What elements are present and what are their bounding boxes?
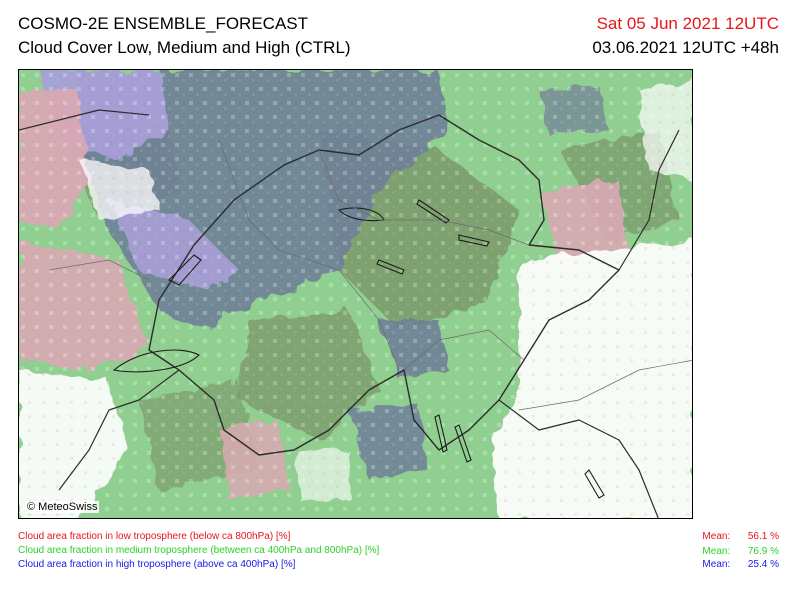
- country-border: [58, 369, 180, 491]
- country-border: [618, 129, 680, 271]
- map-title: COSMO-2E ENSEMBLE_FORECAST: [18, 14, 309, 33]
- lake-outline: [458, 234, 490, 247]
- mean-label: Mean:: [702, 546, 731, 557]
- mean-low-cloud: Mean: 56.1 %: [702, 531, 779, 542]
- init-time: 03.06.2021 12UTC +48h: [592, 38, 779, 57]
- map-subtitle: Cloud Cover Low, Medium and High (CTRL): [18, 38, 351, 57]
- lake-outline: [434, 414, 448, 453]
- regional-border: [218, 139, 400, 371]
- mean-label: Mean:: [702, 531, 731, 542]
- mean-label: Mean:: [702, 559, 731, 570]
- regional-border: [48, 259, 150, 281]
- map-canvas: [19, 70, 692, 518]
- lake-outline: [454, 424, 472, 463]
- country-border: [19, 109, 150, 131]
- speckle-texture: [19, 70, 692, 518]
- regional-border: [403, 329, 525, 371]
- lake-outline: [584, 469, 605, 499]
- valid-time: Sat 05 Jun 2021 12UTC: [596, 14, 779, 33]
- legend-high-cloud: Cloud area fraction in high troposphere …: [18, 559, 296, 570]
- country-border: [498, 399, 659, 518]
- legend-medium-cloud: Cloud area fraction in medium tropospher…: [18, 545, 380, 556]
- legend-low-cloud: Cloud area fraction in low troposphere (…: [18, 531, 291, 542]
- country-border: [148, 114, 620, 456]
- mean-value: 56.1 %: [747, 531, 779, 542]
- lake-outline: [416, 199, 450, 224]
- lake-outline: [376, 259, 405, 275]
- mean-high-cloud: Mean: 25.4 %: [702, 559, 779, 570]
- lake-outline: [112, 349, 200, 373]
- mean-value: 25.4 %: [747, 559, 779, 570]
- mean-value: 76.9 %: [747, 546, 779, 557]
- copyright-label: © MeteoSwiss: [25, 501, 100, 513]
- regional-border: [318, 149, 530, 246]
- lake-outline: [168, 254, 202, 286]
- mean-medium-cloud: Mean: 76.9 %: [702, 546, 779, 557]
- regional-border: [518, 360, 692, 411]
- cloud-cover-map: © MeteoSwiss: [18, 69, 693, 519]
